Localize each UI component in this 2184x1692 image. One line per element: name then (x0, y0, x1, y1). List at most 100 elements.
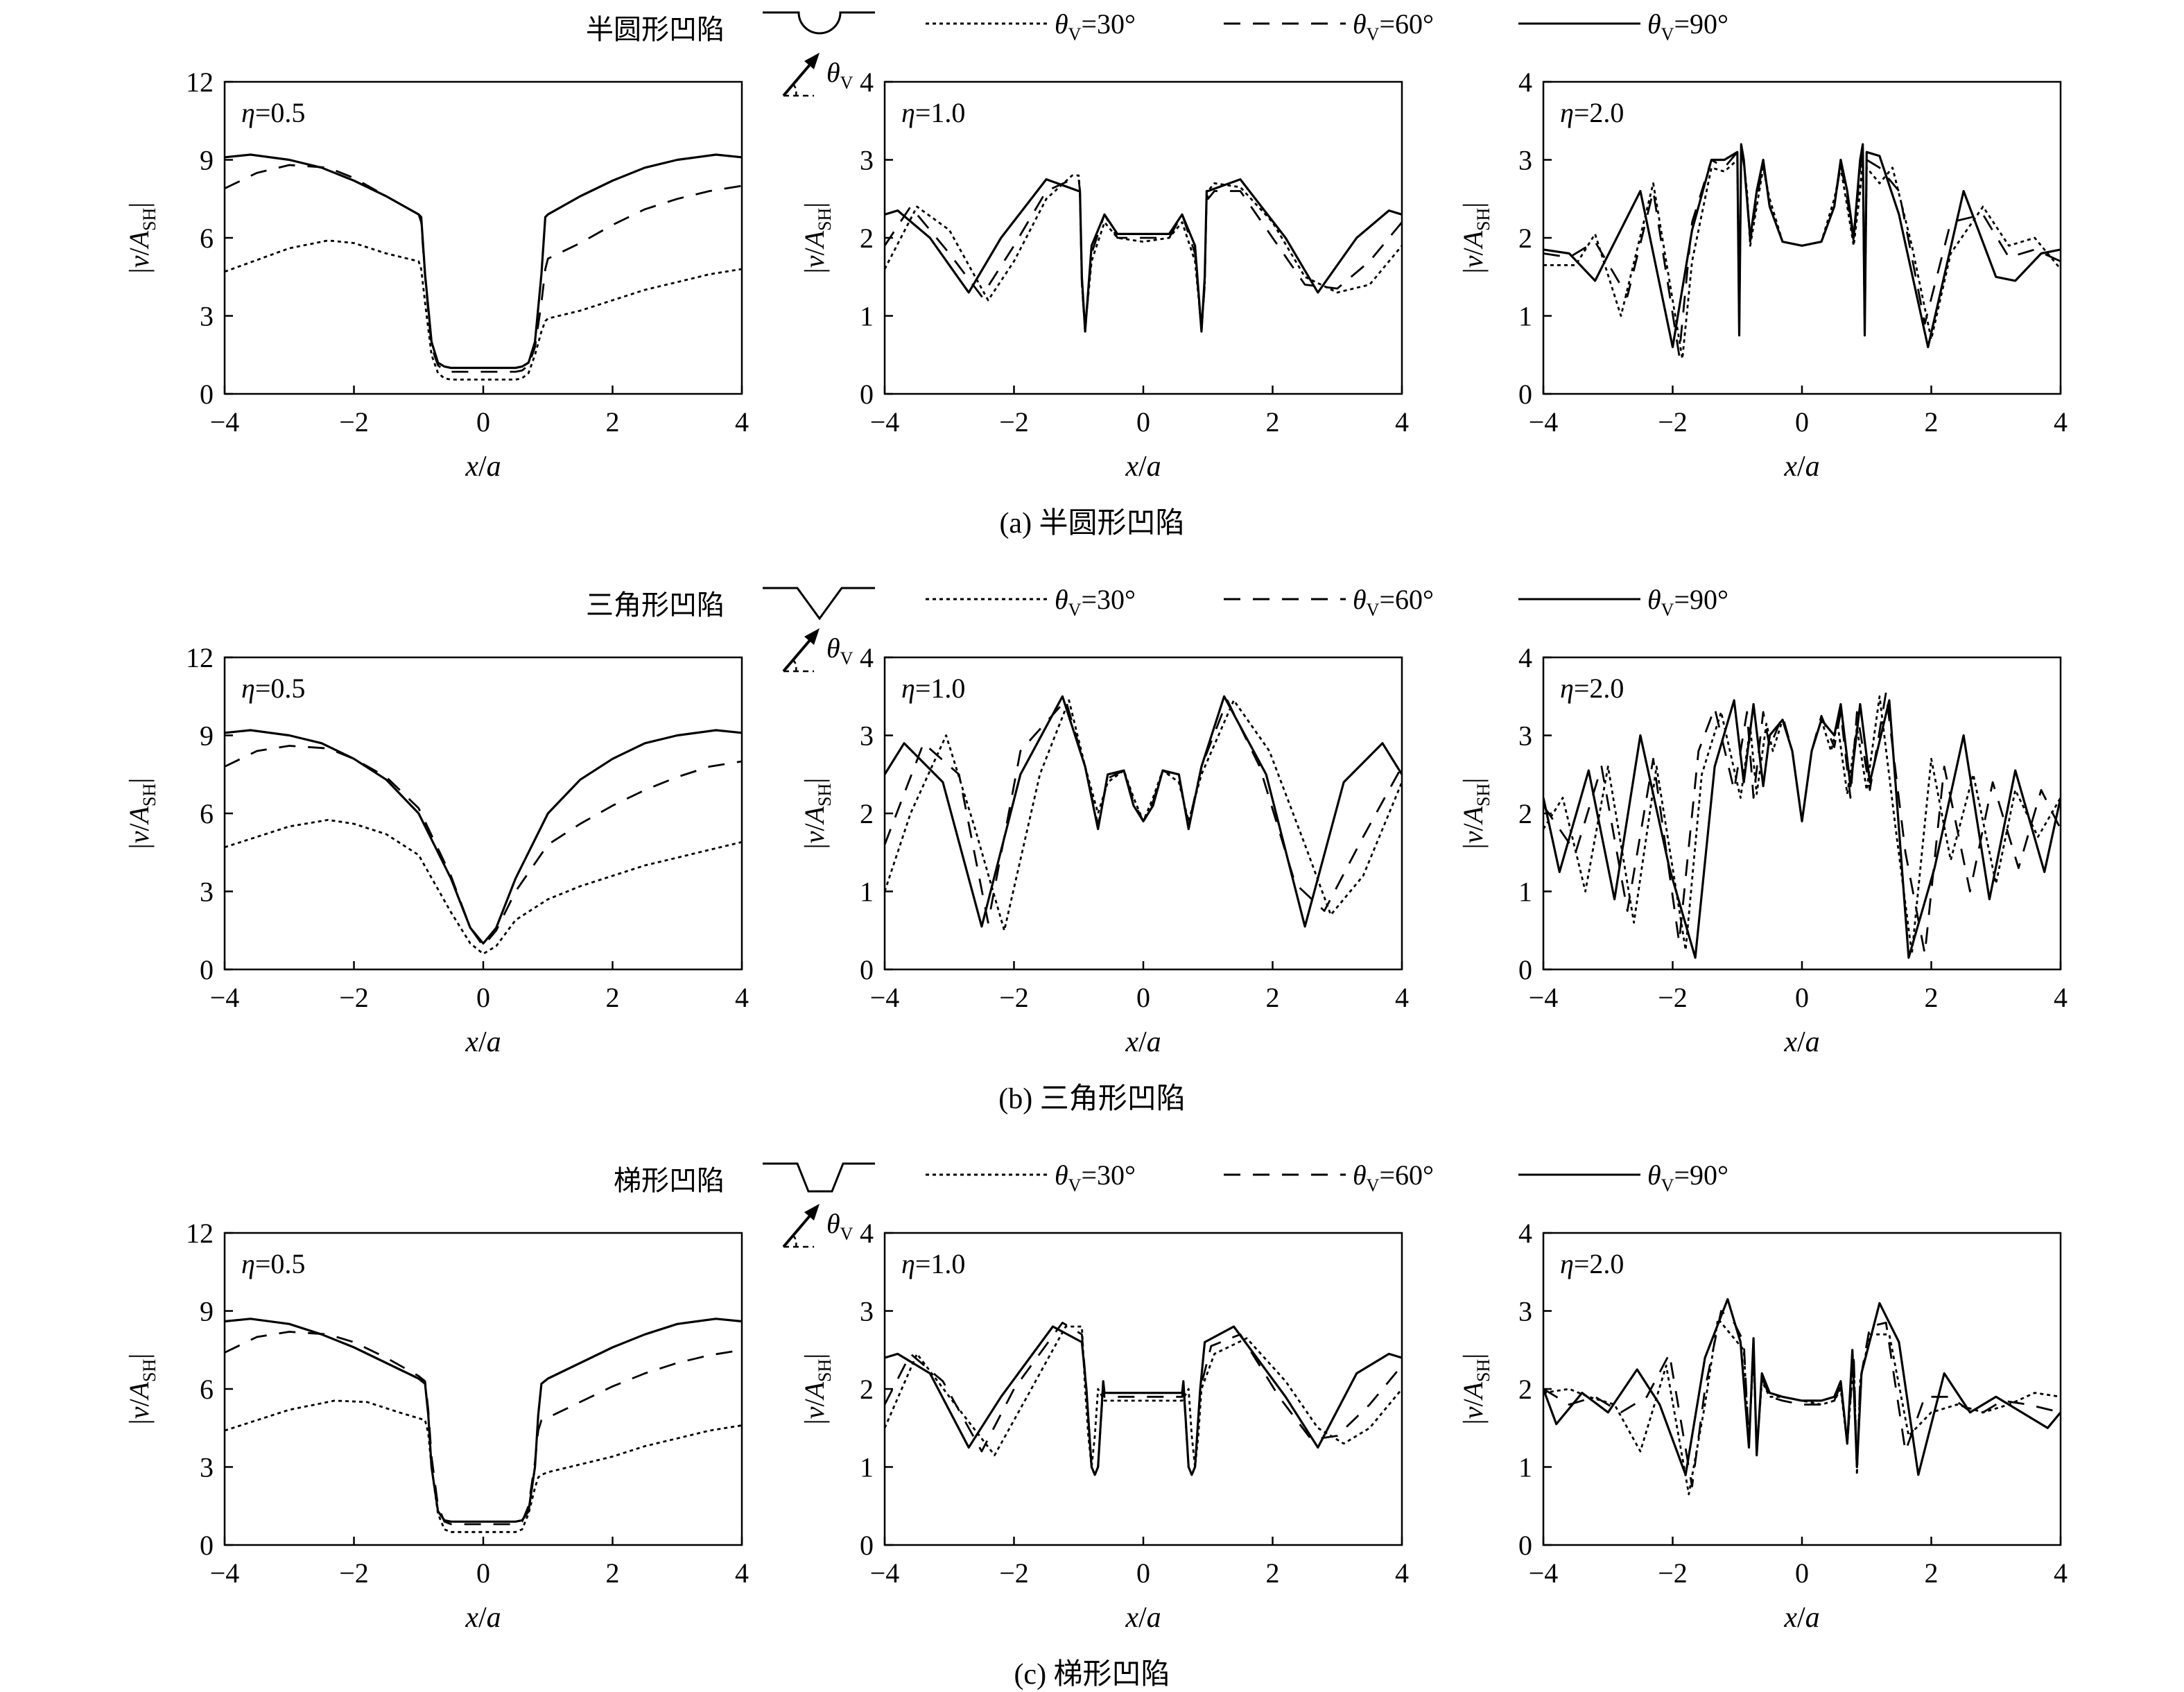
x-axis-label: x/a (465, 1026, 501, 1058)
plot-frame (883, 656, 1403, 971)
depression-shape-icon (763, 11, 875, 35)
x-tick-label: 2 (1925, 406, 1939, 438)
panel-r0-c1: −4 −2 0 2 4 0 1 2 3 4 η=1.0 x/a |v/ASH| (799, 67, 1409, 483)
y-tick-label: 2 (860, 798, 874, 829)
series-line-dashed (885, 178, 1402, 333)
series-line-dashed (885, 699, 1402, 924)
plot-frame (1542, 80, 2062, 395)
series-line-dotted (225, 819, 742, 955)
y-tick-label: 1 (860, 877, 874, 908)
x-axis-label: x/a (1783, 1602, 1819, 1634)
x-tick-label: −2 (1658, 406, 1688, 438)
y-tick-label: 0 (200, 1530, 214, 1561)
legend-label: θV=90° (1647, 8, 1728, 44)
x-tick-label: 2 (606, 982, 620, 1013)
x-tick-label: −2 (999, 982, 1029, 1013)
y-tick-label: 3 (200, 301, 214, 332)
y-tick-label: 0 (860, 1530, 874, 1561)
legend-label: θV=30° (1055, 584, 1136, 620)
x-tick-label: 0 (1136, 1557, 1150, 1589)
x-tick-label: −4 (210, 406, 240, 438)
series-line-solid (1543, 143, 2061, 349)
y-tick-label: 2 (860, 223, 874, 254)
x-tick-label: −4 (1529, 982, 1559, 1013)
incident-angle-label: θV (826, 1208, 853, 1244)
x-tick-label: 0 (1795, 406, 1809, 438)
series-line-solid (1543, 1298, 2061, 1476)
y-tick-label: 12 (186, 642, 214, 673)
plot-frame (883, 1232, 1403, 1546)
depression-outline (763, 1162, 875, 1193)
y-tick-label: 3 (860, 720, 874, 752)
series-line-dotted (885, 174, 1402, 329)
y-tick-label: 2 (1518, 223, 1532, 254)
panel-eta-label: η=1.0 (901, 1248, 965, 1279)
incident-angle-arc (791, 1234, 797, 1248)
x-tick-label: −4 (210, 982, 240, 1013)
y-tick-label: 0 (200, 954, 214, 985)
y-tick-label: 9 (200, 720, 214, 752)
row-header-1: 三角形凹陷 θV θV=30° θV=60° θV=90° (b) 三角形凹陷 (586, 584, 1728, 1115)
series-line-dashed (225, 745, 742, 947)
x-tick-label: 4 (1395, 1557, 1409, 1589)
panel-r0-c2: −4 −2 0 2 4 0 1 2 3 4 η=2.0 x/a |v/ASH| (1457, 67, 2068, 483)
x-tick-label: −2 (1658, 982, 1688, 1013)
x-tick-label: −4 (1529, 1557, 1559, 1589)
y-axis-label: |v/ASH| (1457, 778, 1493, 849)
y-tick-label: 3 (1518, 720, 1532, 752)
y-axis-label: |v/ASH| (799, 778, 835, 849)
y-tick-label: 4 (860, 67, 874, 98)
depression-outline (763, 11, 875, 35)
y-tick-label: 3 (200, 877, 214, 908)
y-axis-label: |v/ASH| (1457, 202, 1493, 274)
series-line-solid (885, 178, 1402, 333)
series-line-dashed (1543, 147, 2061, 356)
x-tick-label: 2 (1266, 1557, 1280, 1589)
incident-angle-arc (791, 658, 797, 672)
panel-r1-c1: −4 −2 0 2 4 0 1 2 3 4 η=1.0 x/a |v/ASH| (799, 642, 1409, 1058)
incident-angle-label: θV (826, 632, 853, 668)
y-tick-label: 9 (200, 1296, 214, 1327)
panel-eta-label: η=0.5 (241, 673, 305, 704)
y-tick-label: 3 (860, 1296, 874, 1327)
panel-eta-label: η=0.5 (241, 97, 305, 128)
series-line-dotted (885, 1325, 1402, 1468)
series-line-dashed (1543, 1310, 2061, 1487)
panel-r2-c0: −4 −2 0 2 4 0 3 6 9 12 η=0.5 x/a |v/ASH| (123, 1218, 749, 1634)
plot-frame (223, 80, 743, 395)
incident-arrow-head (804, 53, 820, 69)
x-tick-label: −4 (870, 406, 900, 438)
y-tick-label: 1 (1518, 877, 1532, 908)
legend-label: θV=60° (1353, 8, 1434, 44)
x-axis-label: x/a (1125, 451, 1161, 483)
y-tick-label: 0 (1518, 954, 1532, 985)
legend-entry-dashed: θV=60° (1224, 1159, 1434, 1195)
depression-shape-icon (763, 587, 875, 621)
y-tick-label: 4 (1518, 642, 1532, 673)
x-tick-label: 4 (735, 982, 749, 1013)
legend-entry-solid: θV=90° (1518, 1159, 1728, 1195)
x-tick-label: 4 (2054, 1557, 2068, 1589)
x-tick-label: 0 (1136, 406, 1150, 438)
series-line-dashed (1543, 691, 2061, 955)
x-tick-label: 2 (606, 1557, 620, 1589)
x-tick-label: −2 (339, 982, 369, 1013)
row-title: 半圆形凹陷 (586, 14, 725, 45)
y-tick-label: 3 (1518, 1296, 1532, 1327)
series-line-dotted (885, 699, 1402, 932)
panel-r2-c1: −4 −2 0 2 4 0 1 2 3 4 η=1.0 x/a |v/ASH| (799, 1218, 1409, 1634)
incident-wave-icon (782, 53, 820, 97)
y-tick-label: 2 (860, 1374, 874, 1405)
incident-angle-arc (791, 83, 797, 96)
x-axis-label: x/a (1783, 451, 1819, 483)
x-tick-label: 2 (1266, 982, 1280, 1013)
depression-outline (763, 587, 875, 621)
row-header-0: 半圆形凹陷 θV θV=30° θV=60° θV=90° (a) 半圆形凹陷 (586, 8, 1728, 539)
y-tick-label: 1 (1518, 301, 1532, 332)
y-tick-label: 12 (186, 67, 214, 98)
legend-entry-dotted: θV=30° (926, 584, 1136, 620)
x-axis-label: x/a (465, 1602, 501, 1634)
x-tick-label: 4 (2054, 982, 2068, 1013)
